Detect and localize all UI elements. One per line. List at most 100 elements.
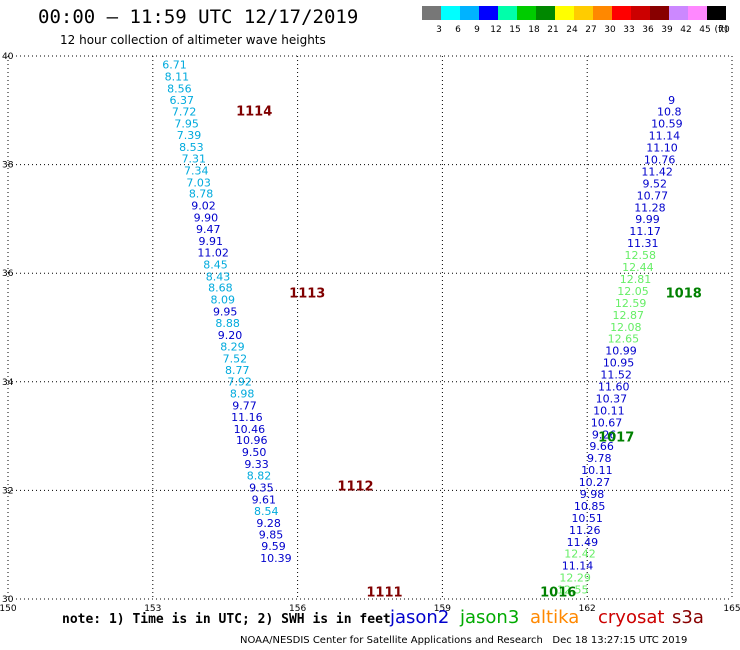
swh-point-label: 11.49 [567,536,599,549]
swh-point-label: 8.11 [165,70,190,83]
swh-point-label: 10.8 [657,106,682,119]
colorbar-label: 3 [436,25,442,35]
y-tick-label: 38 [2,161,14,171]
x-tick-label: 153 [144,604,161,614]
swh-point-label: 12.08 [610,321,642,334]
swh-point-label: 11.52 [600,369,632,382]
swh-point-label: 9.35 [249,481,274,494]
colorbar-swatch [422,6,441,20]
swh-point-label: 9.26 [592,428,617,441]
swh-point-label: 12.59 [615,297,647,310]
y-tick-label: 32 [2,486,13,496]
colorbar-swatch [498,6,517,20]
y-tick-label: 30 [2,595,14,605]
pass-time-label: 1112 [337,479,373,494]
swh-point-label: 11.17 [629,225,661,238]
swh-point-label: 10.11 [593,404,625,417]
y-tick-label: 36 [2,269,14,279]
satellite-legend-cryosat: cryosat [598,607,665,628]
colorbar-swatch [574,6,593,20]
swh-point-label: 8.56 [167,82,192,95]
swh-point-label: 11.31 [627,237,659,250]
swh-point-label: 12.42 [564,548,596,561]
swh-point-label: 7.52 [223,352,248,365]
swh-point-label: 7.72 [172,106,197,119]
swh-point-label: 10.95 [603,357,635,370]
swh-point-label: 10.99 [605,345,637,358]
swh-point-label: 9.66 [589,440,614,453]
colorbar-swatch [688,6,707,20]
colorbar-label: 27 [585,25,596,35]
pass-time-label: 1111 [366,585,402,600]
swh-point-label: 10.37 [596,392,628,405]
swh-point-label: 10.46 [234,423,266,436]
swh-point-label: 6.37 [170,94,195,107]
swh-point-label: 9.78 [587,452,612,465]
colorbar-label: 15 [509,25,520,35]
swh-point-label: 11.14 [649,130,681,143]
pass-time-label: 1018 [666,287,702,302]
colorbar-label: 21 [547,25,558,35]
colorbar-label: 70 [718,25,730,35]
swh-point-label: 9.95 [213,306,238,319]
swh-point-label: 12.55 [557,584,589,597]
swh-point-label: 12.29 [559,572,591,585]
swh-point-label: 9.59 [261,540,286,553]
colorbar-swatch [441,6,460,20]
y-tick-label: 40 [2,52,14,62]
colorbar-swatch [669,6,688,20]
colorbar-swatch [593,6,612,20]
swh-point-label: 8.54 [254,505,279,518]
x-tick-label: 156 [289,604,306,614]
swh-point-label: 9.90 [194,212,219,225]
colorbar-label: 39 [661,25,673,35]
swh-point-label: 9.85 [259,529,284,542]
swh-point-label: 9.28 [256,517,281,530]
swh-point-label: 8.82 [247,470,272,483]
satellite-legend-altika: altika [530,607,580,628]
swh-point-label: 9.91 [198,235,223,248]
colorbar-swatch [612,6,631,20]
swh-point-label: 11.60 [598,380,630,393]
swh-point-label: 8.68 [208,282,233,295]
swh-point-label: 12.87 [612,309,644,322]
colorbar-label: 36 [642,25,654,35]
swh-point-label: 11.42 [641,165,673,178]
colorbar-swatch [460,6,479,20]
swh-point-label: 8.98 [230,388,255,401]
colorbar-label: 18 [528,25,540,35]
swh-point-label: 9.52 [643,177,668,190]
satellite-legend-jason3: jason3 [460,607,520,628]
swh-point-label: 10.96 [236,434,268,447]
satellite-legend-s3a: s3a [672,607,704,628]
colorbar-label: 45 [699,25,710,35]
swh-point-label: 9.61 [252,493,277,506]
swh-point-label: 12.81 [620,273,652,286]
swh-point-label: 9.02 [191,200,216,213]
swh-point-label: 9.98 [580,488,605,501]
colorbar-swatch [555,6,574,20]
colorbar-unit: (ft) [714,25,728,35]
swh-point-label: 8.09 [211,294,236,307]
colorbar-label: 9 [474,25,480,35]
footer-credit: NOAA/NESDIS Center for Satellite Applica… [240,635,687,646]
x-tick-label: 165 [723,604,740,614]
swh-point-label: 10.76 [644,154,676,167]
satellite-legend-jason2: jason2 [390,607,450,628]
swh-point-label: 8.45 [203,258,228,271]
swh-point-label: 11.26 [569,524,601,537]
swh-point-label: 8.77 [225,364,250,377]
swh-point-label: 12.65 [608,333,640,346]
y-tick-label: 34 [2,378,14,388]
swh-point-label: 11.02 [197,246,229,259]
swh-point-label: 11.10 [646,142,678,155]
swh-point-label: 7.92 [227,376,252,389]
swh-point-label: 11.14 [562,560,594,573]
swh-point-label: 10.39 [260,552,292,565]
colorbar-swatch [650,6,669,20]
swh-point-label: 7.39 [177,129,202,142]
swh-point-label: 8.43 [206,270,231,283]
swh-point-label: 8.29 [220,340,245,353]
swh-point-label: 11.28 [634,201,666,214]
x-tick-label: 162 [579,604,596,614]
